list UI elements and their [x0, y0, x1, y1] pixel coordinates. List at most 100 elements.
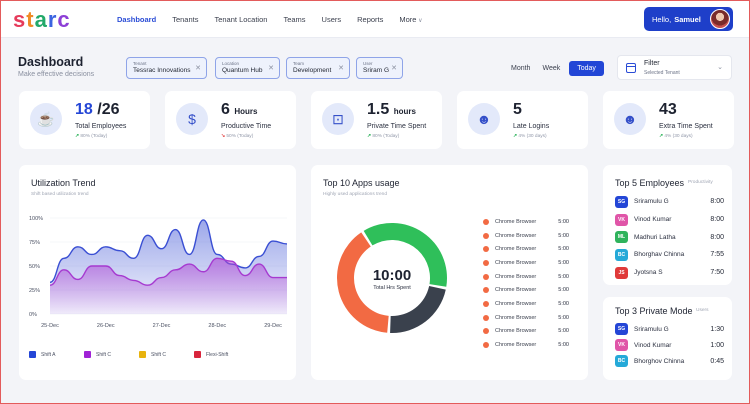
- team-filter-chip[interactable]: Team Development ✕: [286, 57, 350, 79]
- legend-item: Shift C: [139, 351, 194, 358]
- list-item: SG Sriramulu G 1:30: [615, 321, 724, 337]
- user-filter-chip[interactable]: User Sriram G ✕: [356, 57, 403, 79]
- user-menu-button[interactable]: Hello, Samuel: [644, 7, 733, 31]
- list-item: Chrome Browser 5:00: [483, 256, 569, 270]
- top-private-tag: Users: [696, 308, 709, 313]
- dollar-icon: $: [176, 103, 208, 135]
- location-filter-chip[interactable]: Location Quantum Hub ✕: [215, 57, 280, 79]
- apps-title: Top 10 Apps usage: [323, 178, 400, 188]
- trend-up-icon: ↗: [75, 134, 80, 139]
- nav-dashboard[interactable]: Dashboard: [117, 15, 157, 24]
- chevron-down-icon: ⌄: [717, 64, 723, 71]
- list-item: VK Vinod Kumar 8:00: [615, 211, 724, 229]
- legend-item: Shift A: [29, 351, 84, 358]
- list-item: JS Jyotsna S 7:50: [615, 264, 724, 282]
- private-icon: ⊡: [322, 103, 354, 135]
- nav-reports[interactable]: Reports: [357, 15, 384, 24]
- close-icon[interactable]: ✕: [195, 65, 201, 72]
- list-item: Chrome Browser 5:00: [483, 215, 569, 229]
- top-employees-tag: Productivity: [688, 180, 713, 185]
- stat-card-late-logins: ☻ 5 Late Logins ↗ 4% (30 days): [457, 91, 588, 149]
- close-icon[interactable]: ✕: [391, 65, 397, 72]
- apps-subtitle: Highly used applications trend: [323, 192, 387, 197]
- cup-icon: ☕: [30, 103, 62, 135]
- close-icon[interactable]: ✕: [338, 65, 344, 72]
- y-tick-label: 75%: [29, 240, 40, 246]
- user-clock-icon: ☻: [468, 103, 500, 135]
- trend-up-icon: ↗: [659, 134, 664, 139]
- greeting-text: Hello,: [652, 14, 672, 24]
- list-item: Chrome Browser 5:00: [483, 338, 569, 352]
- series-line-shift-a: [49, 219, 288, 284]
- x-tick-label: 25-Dec: [41, 323, 59, 329]
- x-tick-label: 28-Dec: [208, 323, 226, 329]
- utilization-legend: Shift A Shift C Shift C Flexi-Shift: [29, 351, 249, 358]
- stat-card-productive-time: $ 6 Hours Productive Time ↘ 50% (Today): [165, 91, 296, 149]
- list-item: SG Sriramulu G 8:00: [615, 193, 724, 211]
- page-title: Dashboard: [18, 55, 84, 69]
- avatar: [710, 9, 730, 29]
- nav-teams[interactable]: Teams: [283, 15, 306, 24]
- list-item: VK Vinod Kumar 1:00: [615, 337, 724, 353]
- series-line-shift-c: [49, 257, 287, 286]
- top-employees-list: SG Sriramulu G 8:00 VK Vinod Kumar 8:00 ML Ma…: [615, 193, 724, 281]
- donut-slice[interactable]: [363, 223, 447, 287]
- list-item: Chrome Browser 5:00: [483, 283, 569, 297]
- list-item: ML Madhuri Latha 8:00: [615, 228, 724, 246]
- range-week[interactable]: Week: [542, 64, 561, 72]
- stat-card-extra-time: ☻ 43 Extra Time Spent ↗ 4% (30 days): [603, 91, 734, 149]
- list-item: BC Bhorghav Chinna 7:55: [615, 246, 724, 264]
- trend-up-icon: ↗: [367, 134, 372, 139]
- legend-item: Flexi-Shift: [194, 351, 249, 358]
- y-tick-label: 25%: [29, 288, 40, 294]
- range-month[interactable]: Month: [511, 64, 531, 72]
- calendar-icon: [626, 63, 636, 73]
- list-item: Chrome Browser 5:00: [483, 311, 569, 325]
- utilization-subtitle: Shift based utilization trend: [31, 192, 89, 197]
- tenant-filter-chip[interactable]: Tenant Tessrac Innovations ✕: [126, 57, 207, 79]
- date-range-toggle: Month Week Today: [505, 59, 609, 77]
- nav-tenants[interactable]: Tenants: [172, 15, 199, 24]
- trend-down-icon: ↘: [221, 134, 226, 139]
- y-tick-label: 100%: [29, 216, 43, 222]
- x-tick-label: 26-Dec: [97, 323, 115, 329]
- stat-card-private-time: ⊡ 1.5 hours Private Time Spent ↗ 80% (To…: [311, 91, 442, 149]
- range-today[interactable]: Today: [569, 60, 604, 76]
- utilization-chart: 100% 75% 50% 25% 0% 25-Dec 26-Dec 27-Dec 28-Dec 2…: [29, 216, 288, 329]
- donut-center-value: 10:00: [372, 267, 412, 284]
- apps-usage-panel: [311, 165, 588, 380]
- filter-dropdown[interactable]: Filter Selected Tenant ⌄: [617, 55, 732, 80]
- list-item: Chrome Browser 5:00: [483, 297, 569, 311]
- trend-up-icon: ↗: [513, 134, 518, 139]
- top-navbar: starc Dashboard Tenants Tenant Location …: [1, 1, 749, 38]
- top-private-list: SG Sriramulu G 1:30 VK Vinod Kumar 1:00 BC Bh…: [615, 321, 724, 369]
- stat-card-employees: ☕ 18 /26 Total Employees ↗ 80% (Today): [19, 91, 150, 149]
- x-tick-label: 29-Dec: [264, 323, 282, 329]
- y-tick-label: 50%: [29, 264, 40, 270]
- x-tick-label: 27-Dec: [153, 323, 171, 329]
- list-item: Chrome Browser 5:00: [483, 270, 569, 284]
- page-subtitle: Make effective decisions: [18, 71, 95, 78]
- apps-list: Chrome Browser 5:00 Chrome Browser 5:00 Ch…: [483, 215, 569, 352]
- user-name: Samuel: [674, 14, 701, 24]
- utilization-title: Utilization Trend: [31, 178, 96, 188]
- nav-users[interactable]: Users: [321, 15, 342, 24]
- list-item: Chrome Browser 5:00: [483, 242, 569, 256]
- list-item: Chrome Browser 5:00: [483, 229, 569, 243]
- donut-slice[interactable]: [337, 232, 389, 333]
- list-item: BC Bhorghov Chinna 0:45: [615, 353, 724, 369]
- apps-donut-chart: [337, 223, 447, 333]
- series-area-shift-c: [50, 258, 287, 314]
- main-nav: Dashboard Tenants Tenant Location Teams …: [117, 15, 423, 24]
- nav-more[interactable]: More: [399, 15, 422, 24]
- legend-item: Shift C: [84, 351, 139, 358]
- starc-logo[interactable]: starc: [13, 7, 71, 32]
- donut-slice[interactable]: [390, 286, 446, 333]
- close-icon[interactable]: ✕: [268, 65, 274, 72]
- top-private-title: Top 3 Private Mode: [615, 306, 693, 316]
- user-time-icon: ☻: [614, 103, 646, 135]
- donut-center-label: Total Hrs Spent: [373, 285, 411, 291]
- list-item: Chrome Browser 5:00: [483, 325, 569, 339]
- top-employees-title: Top 5 Employees: [615, 178, 685, 188]
- nav-tenant-location[interactable]: Tenant Location: [214, 15, 268, 24]
